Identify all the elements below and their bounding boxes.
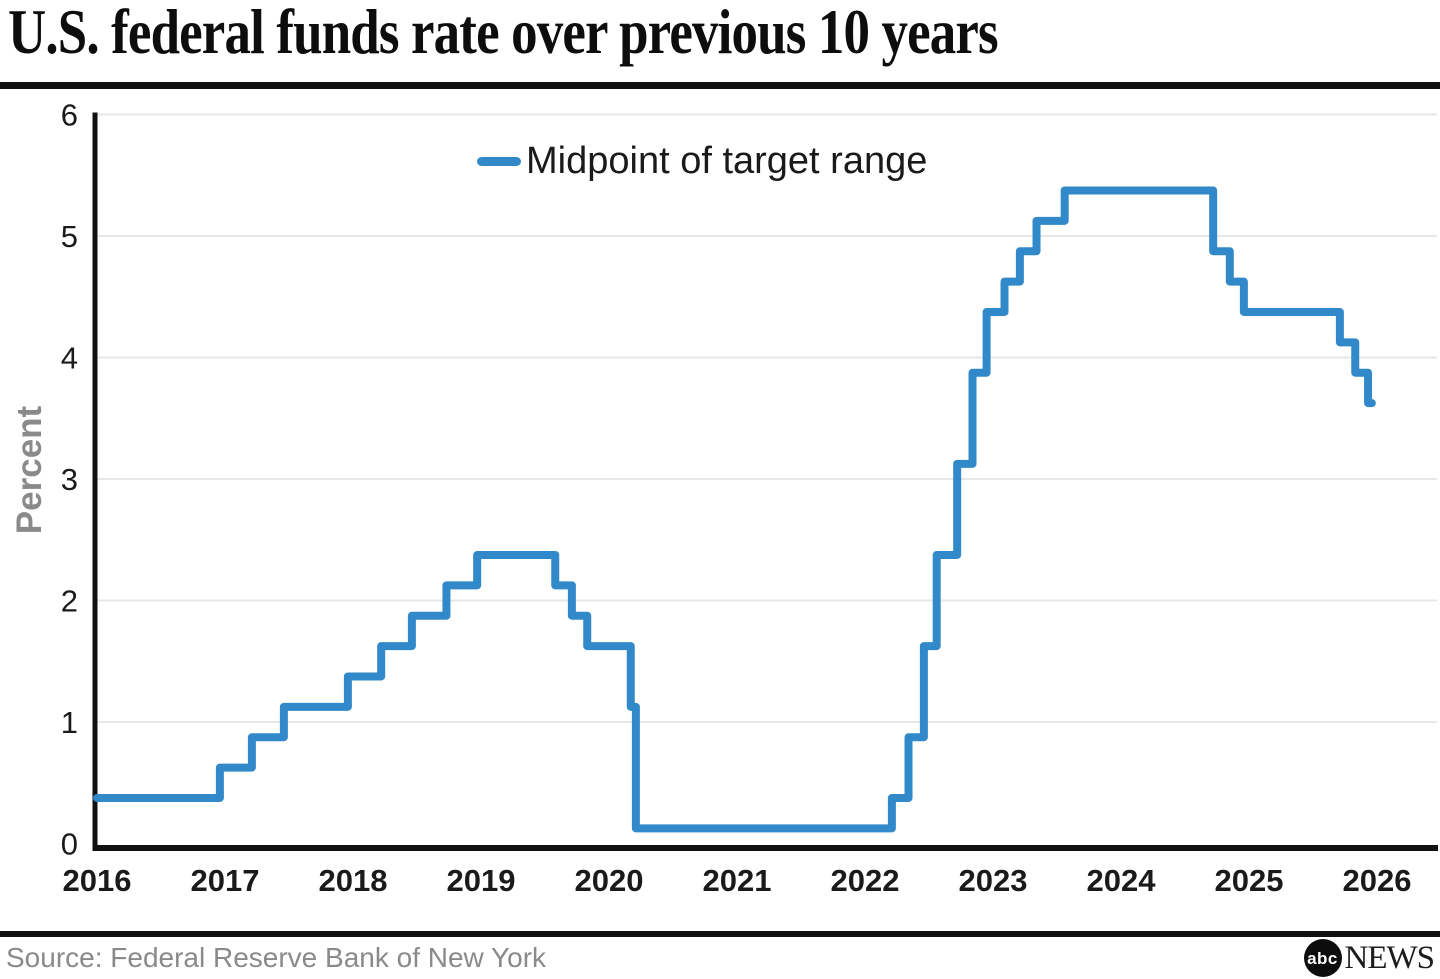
x-tick-label: 2018 — [319, 863, 388, 898]
x-tick-label: 2022 — [831, 863, 900, 898]
y-tick-label: 2 — [61, 584, 78, 619]
abc-circle-icon: abc — [1303, 939, 1342, 977]
y-tick-label: 6 — [61, 98, 78, 133]
series-line-midpoint-of-target-range — [93, 186, 1376, 833]
abc-logo-text: abc — [1307, 948, 1338, 968]
source-credit: Source: Federal Reserve Bank of New York — [6, 942, 547, 973]
x-tick-label: 2020 — [575, 863, 644, 898]
footer: Source: Federal Reserve Bank of New York… — [0, 937, 1440, 979]
legend-line-swatch-icon — [477, 157, 521, 166]
y-axis-title: Percent — [10, 405, 49, 535]
y-tick-label: 4 — [61, 341, 78, 376]
x-tick-label: 2024 — [1087, 863, 1157, 898]
chart-legend: Midpoint of target range — [477, 140, 927, 183]
footer-divider — [0, 931, 1440, 937]
abc-news-logo: abc NEWS — [1303, 939, 1435, 977]
title-divider — [0, 82, 1440, 89]
x-tick-label: 2023 — [959, 863, 1028, 898]
x-tick-label: 2025 — [1215, 863, 1284, 898]
news-logo-text: NEWS — [1344, 939, 1435, 976]
page-title: U.S. federal funds rate over previous 10… — [8, 0, 999, 67]
y-tick-label: 1 — [61, 705, 78, 740]
x-tick-label: 2016 — [63, 863, 132, 898]
y-tick-label: 0 — [61, 827, 78, 862]
x-tick-label: 2017 — [191, 863, 260, 898]
y-tick-label: 3 — [61, 462, 78, 497]
legend-label: Midpoint of target range — [526, 140, 928, 182]
x-tick-label: 2026 — [1343, 863, 1412, 898]
chart-canvas: 0 1 2 3 4 5 6 2016 2017 2018 2019 2020 2021 2022 2023 2… — [61, 98, 1438, 898]
x-tick-label: 2019 — [447, 863, 516, 898]
y-tick-label: 5 — [61, 219, 78, 254]
x-tick-label: 2021 — [703, 863, 772, 898]
